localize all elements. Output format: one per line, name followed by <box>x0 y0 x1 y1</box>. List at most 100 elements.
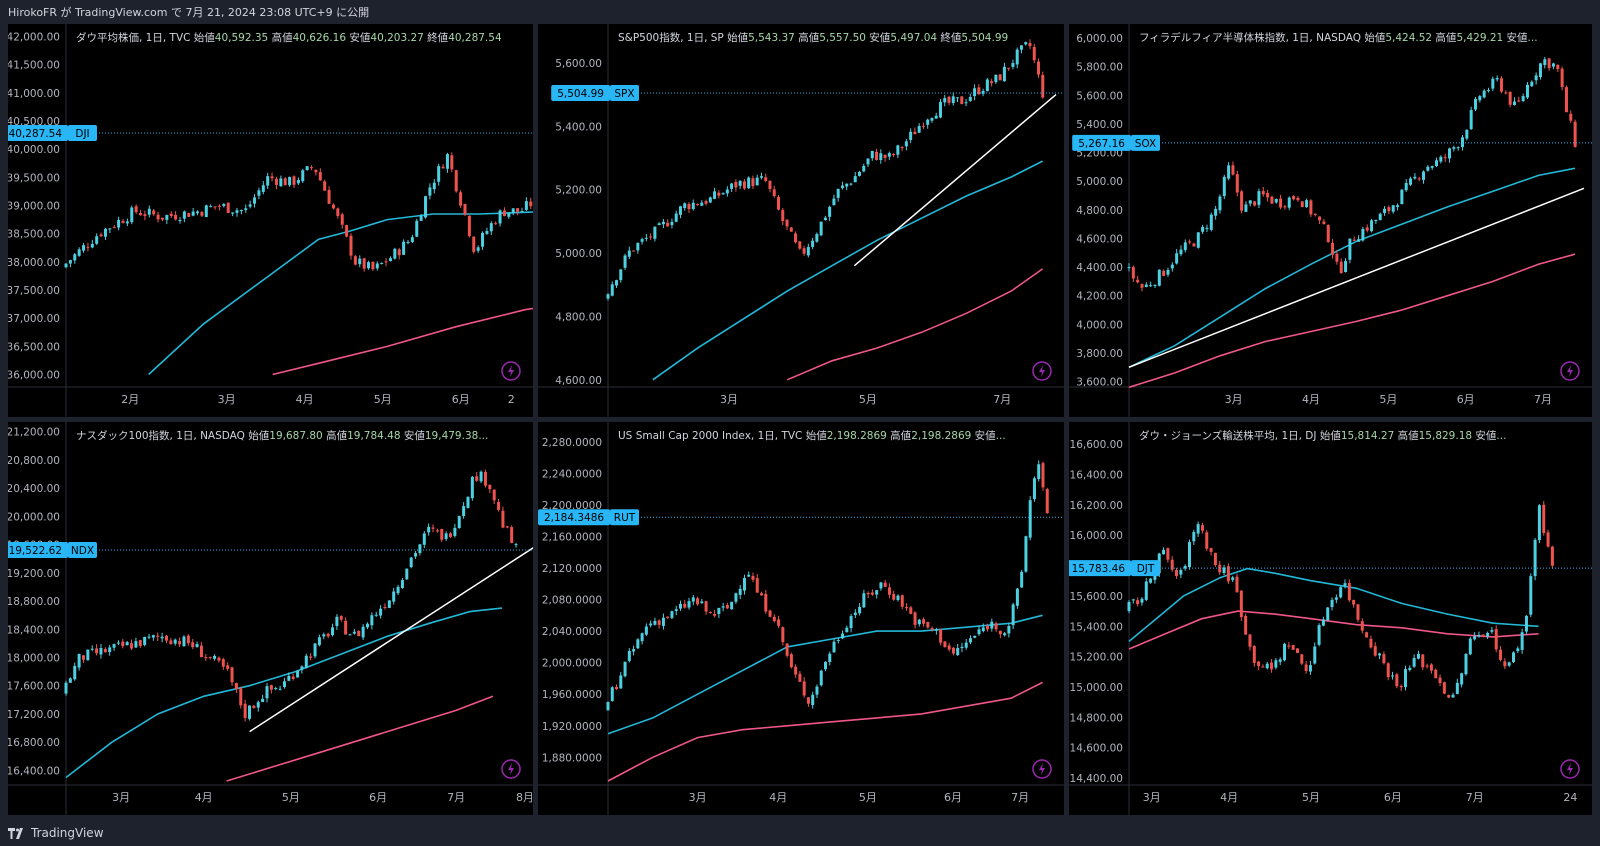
candle-body <box>751 576 755 580</box>
candle-body <box>815 234 819 242</box>
y-tick-label: 4,200.00 <box>1076 291 1123 303</box>
tradingview-footer[interactable]: TradingView <box>8 826 104 840</box>
candle-body <box>1153 284 1157 286</box>
candle-body <box>747 574 751 577</box>
lightning-icon[interactable] <box>501 361 521 381</box>
candle-body <box>755 177 759 186</box>
candle-body <box>1200 525 1204 531</box>
candle-body <box>1347 582 1351 601</box>
moving-average-fast <box>607 614 1043 735</box>
legend-value: 5,557.50 <box>819 32 866 44</box>
lightning-glyph <box>508 763 514 775</box>
chart-pane-djt[interactable]: 16,600.00 16,400.00 16,200.00 16,000.00 15,8… <box>1069 422 1592 815</box>
x-tick-label: 4月 <box>296 393 314 406</box>
candle-body <box>1391 205 1395 212</box>
candle-body <box>310 167 314 169</box>
trend-line[interactable] <box>249 523 533 733</box>
candle-body <box>86 649 90 661</box>
candle-body <box>696 598 700 605</box>
chart-pane-ndx[interactable]: 21,200.00 20,800.00 20,400.00 20,000.00 19,6… <box>8 422 533 815</box>
candle-body <box>1015 588 1019 606</box>
lightning-icon[interactable] <box>1032 361 1052 381</box>
candle-body <box>317 637 321 646</box>
candle-body <box>1330 599 1334 608</box>
candle-body <box>721 606 725 608</box>
legend-value: 19,687.80 <box>269 430 323 442</box>
candle-body <box>1442 682 1446 694</box>
chart-pane-spx[interactable]: 5,600.00 5,400.00 5,200.00 5,000.00 4,800.00… <box>538 24 1064 417</box>
candle-body <box>661 221 665 225</box>
candle-body <box>1447 695 1451 698</box>
candle-body <box>121 641 125 647</box>
chart-title: US Small Cap 2000 Index, 1日, TVC <box>618 430 806 442</box>
candle-body <box>862 165 866 172</box>
candle-body <box>704 601 708 612</box>
candle-body <box>1339 261 1343 273</box>
legend-value: 5,429.21 <box>1456 32 1504 44</box>
candle-body <box>410 237 414 242</box>
chart-legend-rut[interactable]: US Small Cap 2000 Index, 1日, TVC 始値2,198… <box>618 428 1006 443</box>
chart-legend-sox[interactable]: フィラデルフィア半導体株指数, 1日, NASDAQ 始値5,424.52 高値… <box>1139 30 1538 45</box>
y-tick-label: 39,000.00 <box>8 201 60 213</box>
chart-legend-djt[interactable]: ダウ・ジョーンズ輸送株平均, 1日, DJ 始値15,814.27 高値15,8… <box>1139 428 1506 443</box>
candle-body <box>947 645 951 650</box>
candle-body <box>379 608 383 616</box>
candle-body <box>815 686 819 695</box>
legend-value: ... <box>1527 32 1538 44</box>
candle-body <box>1257 191 1261 205</box>
candle-body <box>95 236 99 244</box>
candle-body <box>1183 565 1187 569</box>
candle-body <box>529 201 533 207</box>
candle-body <box>1037 464 1041 480</box>
symbol-name: NDX <box>71 545 94 557</box>
symbol-name: DJI <box>75 128 89 140</box>
candle-body <box>926 119 930 125</box>
y-tick-label: 1,960.0000 <box>542 689 602 701</box>
candle-body <box>1140 598 1144 603</box>
candle-body <box>1525 84 1529 98</box>
candle-body <box>418 544 422 553</box>
x-tick-label: 24 <box>1563 791 1577 804</box>
lightning-icon[interactable] <box>501 759 521 779</box>
candle-body <box>1560 68 1564 87</box>
lightning-icon[interactable] <box>1032 759 1052 779</box>
candle-body <box>244 208 248 211</box>
candle-body <box>981 627 985 632</box>
candle-body <box>68 678 72 683</box>
chart-legend-spx[interactable]: S&P500指数, 1日, SP 始値5,543.37 高値5,557.50 安… <box>618 30 1008 45</box>
chart-pane-rut[interactable]: 2,280.0000 2,240.0000 2,200.0000 2,160.0000… <box>538 422 1064 815</box>
candle-body <box>1222 567 1226 574</box>
trend-line[interactable] <box>853 93 1057 267</box>
candle-body <box>1032 47 1036 61</box>
candle-body <box>896 595 900 600</box>
chart-legend-dji[interactable]: ダウ平均株価, 1日, TVC 始値40,592.35 高値40,626.16 … <box>76 30 502 45</box>
lightning-icon[interactable] <box>1560 361 1580 381</box>
candle-body <box>1209 548 1213 552</box>
candle-body <box>713 613 717 616</box>
y-tick-label: 19,200.00 <box>8 568 60 580</box>
moving-average-slow <box>226 695 494 782</box>
candle-body <box>640 633 644 642</box>
chart-pane-dji[interactable]: 42,000.00 41,500.00 41,000.00 40,500.00 40,0… <box>8 24 533 417</box>
candle-body <box>257 190 261 196</box>
candle-body <box>415 220 419 237</box>
lightning-icon[interactable] <box>1560 759 1580 779</box>
candle-body <box>921 125 925 127</box>
y-tick-label: 20,000.00 <box>8 511 60 523</box>
trend-line[interactable] <box>1128 187 1585 368</box>
moving-average-fast <box>1128 567 1539 643</box>
candle-body <box>191 211 195 216</box>
candle-body <box>130 643 134 649</box>
chart-pane-sox[interactable]: 6,000.00 5,800.00 5,600.00 5,400.00 5,200.00… <box>1069 24 1592 417</box>
legend-key: 始値 <box>727 32 749 44</box>
candle-body <box>764 593 768 612</box>
candle-body <box>968 96 972 101</box>
candle-body <box>516 208 520 212</box>
candle-body <box>450 155 454 170</box>
legend-key: 始値 <box>805 430 827 442</box>
y-tick-label: 16,400.00 <box>1070 470 1123 482</box>
candle-body <box>632 649 636 652</box>
chart-legend-ndx[interactable]: ナスダック100指数, 1日, NASDAQ 始値19,687.80 高値19,… <box>76 428 488 443</box>
legend-value: 5,543.37 <box>748 32 795 44</box>
y-tick-label: 4,000.00 <box>1076 319 1123 331</box>
